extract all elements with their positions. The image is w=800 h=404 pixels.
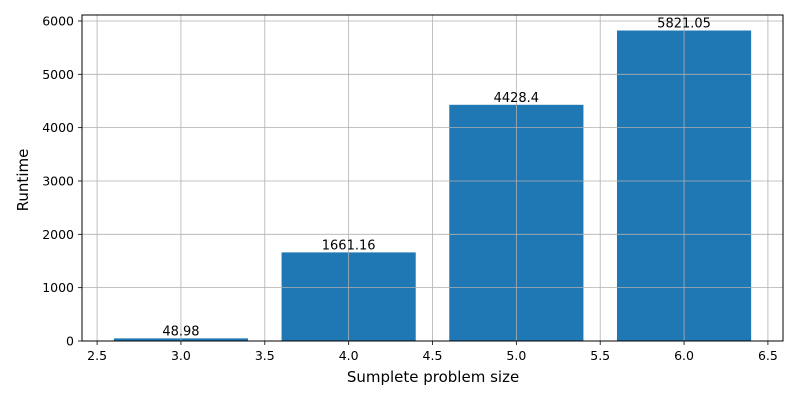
x-tick-label-6: 5.5 xyxy=(590,348,610,363)
y-tick-label-4: 4000 xyxy=(42,120,74,135)
data-label-2: 4428.4 xyxy=(494,91,540,106)
data-label-0: 48.98 xyxy=(162,324,199,339)
x-tick-label-4: 4.5 xyxy=(423,348,443,363)
x-axis-label: Sumplete problem size xyxy=(347,368,519,386)
y-axis-label: Runtime xyxy=(14,149,32,212)
data-labels: 48.98 1661.16 4428.4 5821.05 xyxy=(162,17,711,340)
x-tick-label-8: 6.5 xyxy=(758,348,778,363)
y-axis-ticks: 0 1000 2000 3000 4000 5000 6000 xyxy=(42,13,82,349)
x-axis-ticks: 2.5 3.0 3.5 4.0 4.5 5.0 5.5 6.0 6.5 xyxy=(87,341,778,363)
x-tick-label-5: 5.0 xyxy=(506,348,526,363)
y-tick-label-1: 1000 xyxy=(42,280,74,295)
x-tick-label-3: 4.0 xyxy=(339,348,359,363)
x-tick-label-0: 2.5 xyxy=(87,348,107,363)
data-label-1: 1661.16 xyxy=(322,238,376,253)
x-tick-label-2: 3.5 xyxy=(255,348,275,363)
y-tick-label-2: 2000 xyxy=(42,227,74,242)
y-tick-label-3: 3000 xyxy=(42,173,74,188)
data-label-3: 5821.05 xyxy=(657,17,711,32)
x-tick-label-7: 6.0 xyxy=(674,348,694,363)
y-tick-label-5: 5000 xyxy=(42,67,74,82)
y-tick-label-6: 6000 xyxy=(42,13,74,28)
x-tick-label-1: 3.0 xyxy=(171,348,191,363)
y-tick-label-0: 0 xyxy=(66,334,74,349)
